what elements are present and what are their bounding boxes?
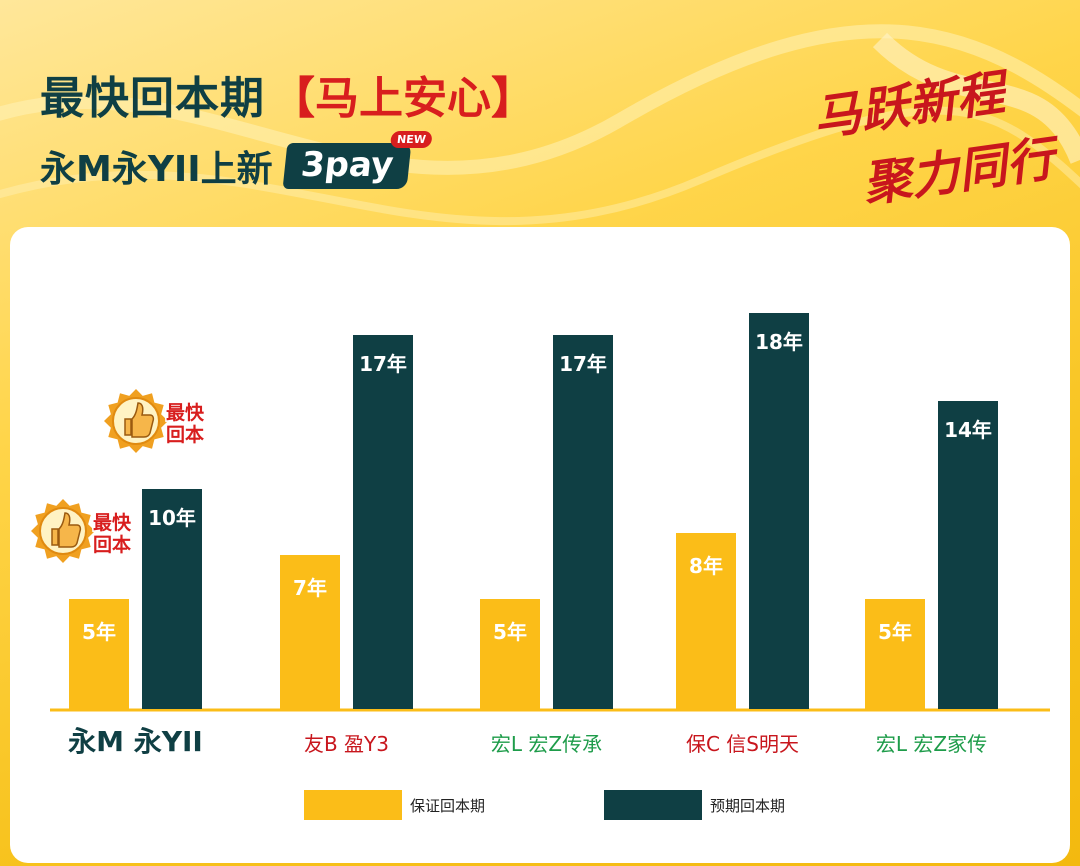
bar-guaranteed-0 bbox=[69, 599, 129, 709]
pay-badge: 3pay NEW bbox=[282, 131, 433, 189]
bar-label-guaranteed-4: 5年 bbox=[878, 620, 912, 644]
page-title: 最快回本期 【马上安心】 bbox=[40, 62, 535, 126]
category-label-3: 保C 信S明天 bbox=[686, 732, 799, 756]
title-highlight: 【马上安心】 bbox=[271, 73, 535, 124]
page-subtitle: 永M永YII上新 3pay NEW bbox=[40, 131, 433, 192]
bar-guaranteed-1 bbox=[280, 555, 340, 709]
bar-expected-3 bbox=[749, 313, 809, 709]
thumbs-up-icon bbox=[51, 512, 82, 548]
bar-label-guaranteed-2: 5年 bbox=[493, 620, 527, 644]
badge-label-line-1: 回本 bbox=[166, 423, 204, 446]
thumbs-up-badge-0: 最快回本 bbox=[31, 499, 134, 563]
bar-label-expected-4: 14年 bbox=[944, 418, 992, 442]
bar-label-expected-2: 17年 bbox=[559, 352, 607, 376]
legend-swatch-expected bbox=[604, 790, 702, 820]
bar-label-expected-3: 18年 bbox=[755, 330, 803, 354]
bar-label-expected-0: 10年 bbox=[148, 506, 196, 530]
bar-label-guaranteed-3: 8年 bbox=[689, 554, 723, 578]
thumbs-up-badge-1: 最快回本 bbox=[104, 389, 207, 453]
category-label-2: 宏L 宏Z传承 bbox=[491, 732, 602, 756]
bar-expected-2 bbox=[553, 335, 613, 709]
bar-expected-4 bbox=[938, 401, 998, 709]
subtitle-text: 永M永YII上新 bbox=[40, 149, 273, 190]
bar-guaranteed-2 bbox=[480, 599, 540, 709]
bar-expected-0 bbox=[142, 489, 202, 709]
legend-swatch-guaranteed bbox=[304, 790, 402, 820]
bar-label-expected-1: 17年 bbox=[359, 352, 407, 376]
legend-expected: 预期回本期 bbox=[604, 790, 785, 820]
bar-guaranteed-4 bbox=[865, 599, 925, 709]
category-label-0: 永M 永YII bbox=[68, 725, 203, 758]
title-text: 最快回本期 bbox=[40, 73, 265, 124]
bar-guaranteed-3 bbox=[676, 533, 736, 709]
legend-label-expected: 预期回本期 bbox=[710, 796, 786, 815]
badge-label-line-1: 回本 bbox=[93, 533, 131, 556]
legend-guaranteed: 保证回本期 bbox=[304, 790, 485, 820]
badge-label-line-0: 最快 bbox=[93, 511, 132, 534]
pay-badge-label: 3pay bbox=[298, 145, 395, 185]
new-badge: NEW bbox=[389, 131, 433, 148]
bar-expected-1 bbox=[353, 335, 413, 709]
bar-label-guaranteed-1: 7年 bbox=[293, 576, 327, 600]
category-label-4: 宏L 宏Z家传 bbox=[876, 732, 987, 756]
badge-label-line-0: 最快 bbox=[166, 401, 205, 424]
thumbs-up-icon bbox=[124, 402, 155, 438]
slogan-logo: 马跃新程 聚力同行 bbox=[810, 60, 1062, 213]
bar-label-guaranteed-0: 5年 bbox=[82, 620, 116, 644]
legend-label-guaranteed: 保证回本期 bbox=[410, 796, 486, 815]
category-label-1: 友B 盈Y3 bbox=[304, 732, 389, 756]
